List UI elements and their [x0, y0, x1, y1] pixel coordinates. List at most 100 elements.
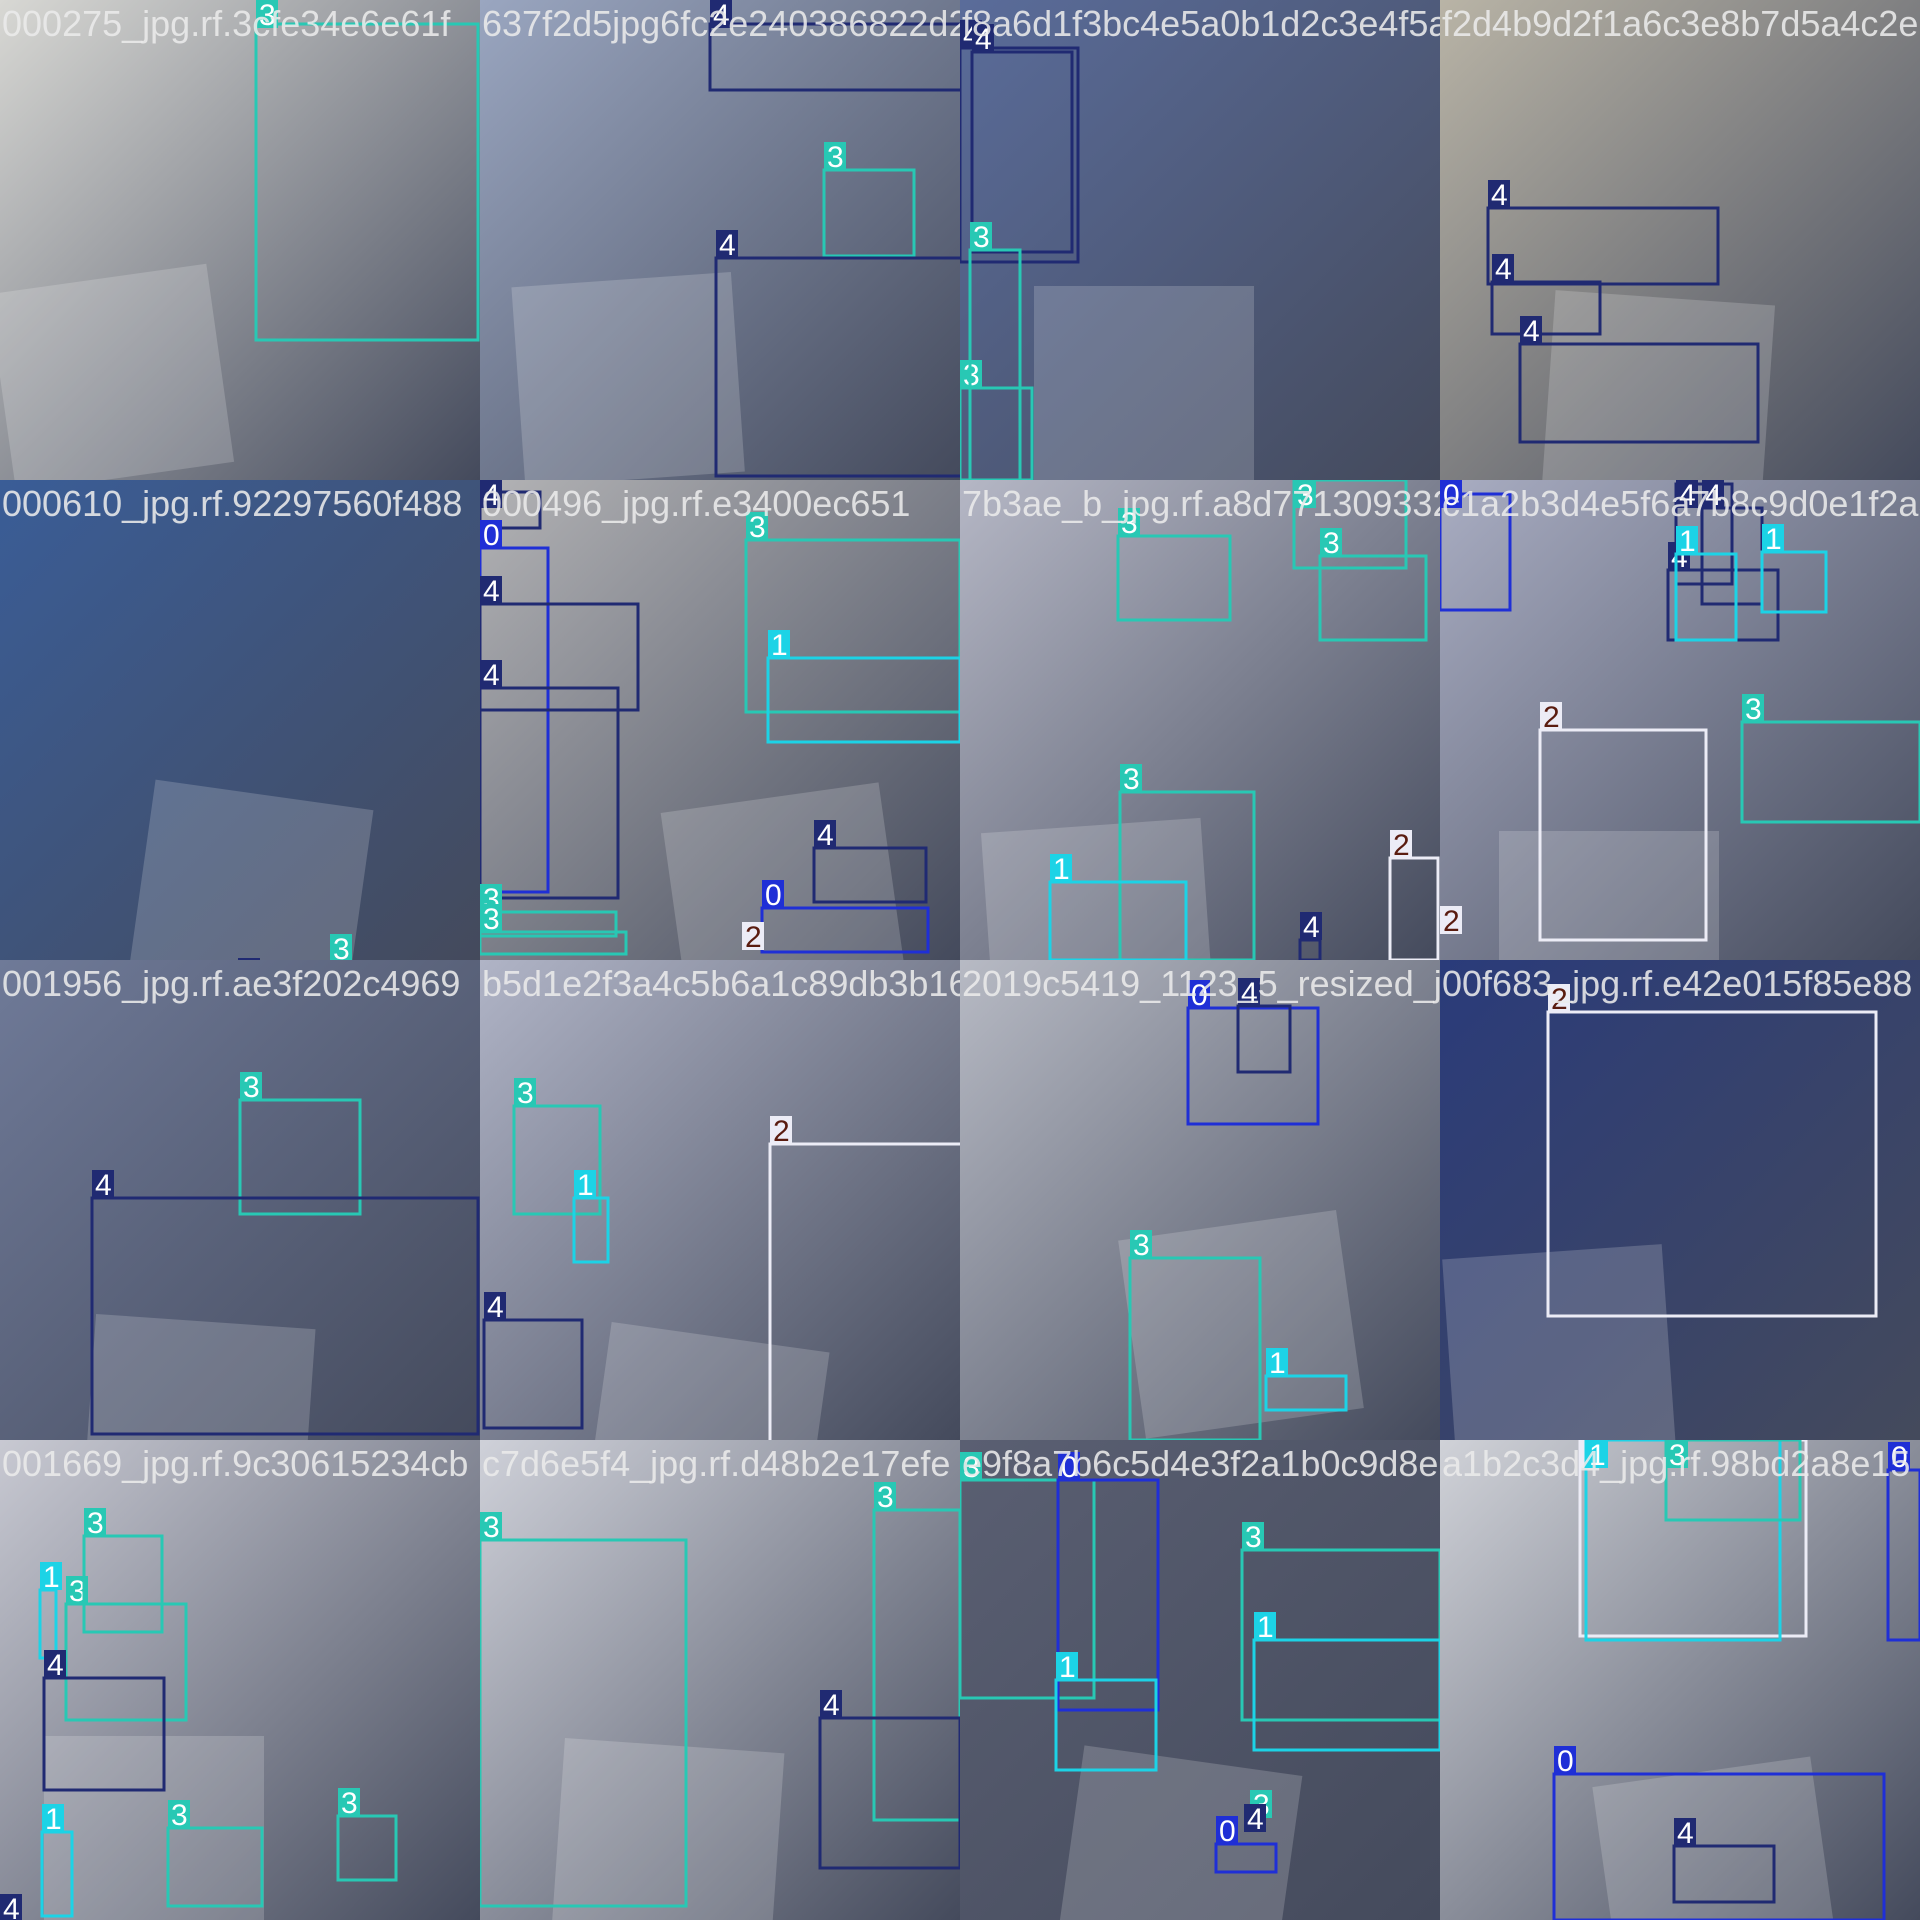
tile-annotations: 213004	[1440, 1440, 1920, 1920]
bounding-box	[480, 1538, 688, 1908]
class-label: 3	[87, 1507, 104, 1540]
detection-box-class-2: 2	[742, 921, 764, 954]
photo-panel	[127, 779, 374, 960]
detection-box-class-4: 4	[1518, 315, 1760, 444]
class-label-background	[44, 1650, 66, 1678]
bounding-box	[1054, 1678, 1158, 1772]
class-label: 4	[483, 575, 500, 608]
class-label: 4	[483, 480, 500, 512]
bounding-box	[166, 1826, 264, 1908]
class-label-background	[1294, 480, 1316, 508]
class-label-background	[1666, 1440, 1688, 1468]
class-label-background	[1390, 830, 1412, 858]
bounding-box	[480, 686, 620, 900]
bounding-box	[872, 1508, 960, 1822]
detection-box-class-1: 1	[1048, 853, 1188, 960]
class-label: 2	[773, 1115, 790, 1148]
class-label: 2	[1551, 983, 1568, 1016]
detection-box-class-2: 2	[1388, 829, 1440, 960]
detection-box-class-4: 4	[818, 1689, 960, 1870]
bounding-box	[968, 248, 1022, 480]
photo-background	[960, 1440, 1440, 1920]
detection-box-class-4: 4	[1672, 1817, 1776, 1904]
class-label: 0	[1061, 1451, 1078, 1484]
class-label: 1	[1269, 1347, 1286, 1380]
class-label: 3	[69, 1575, 86, 1608]
detection-box-class-3: 3	[1118, 763, 1256, 960]
bounding-box	[482, 1318, 584, 1430]
detection-box-class-4: 4	[480, 659, 620, 900]
photo-panel	[1442, 1244, 1676, 1440]
class-label-background	[768, 630, 790, 658]
detection-box-class-3: 3	[872, 1481, 960, 1822]
class-label: 4	[975, 23, 992, 56]
class-label: 3	[333, 933, 350, 960]
class-label-background	[1676, 526, 1698, 554]
class-label: 4	[719, 229, 736, 262]
photo-panel	[1541, 290, 1776, 480]
mosaic-tile: 044411232c1a2b3d4e5f6a7b8c9d0e1f2a3b4c5	[1440, 480, 1920, 960]
class-label: 0	[765, 879, 782, 912]
detection-box-class-4: 4	[42, 1649, 166, 1792]
tile-annotations: 3	[0, 0, 480, 480]
mosaic-tile: 30131304e9f8a7b6c5d4e3f2a1b0c9d8e7	[960, 1440, 1440, 1920]
bounding-box	[1740, 720, 1920, 824]
bounding-box	[1388, 856, 1440, 960]
bounding-box	[1552, 1772, 1886, 1920]
class-label: 3	[171, 1799, 188, 1832]
detection-box-class-3: 3	[1292, 480, 1408, 570]
class-label: 3	[827, 141, 844, 174]
class-label: 0	[1557, 1745, 1574, 1778]
detection-box-class-4: 4	[1298, 911, 1322, 960]
class-label-background	[0, 1894, 22, 1920]
mosaic-tile: 4343f8a6d1f3bc4e5a0b1d2c3e4f5a6b7c8	[960, 0, 1440, 480]
class-label-background	[1440, 906, 1462, 934]
bounding-box	[812, 846, 928, 904]
class-label: 3	[1121, 507, 1138, 540]
bounding-box	[970, 50, 1074, 254]
bounding-box	[480, 910, 618, 938]
tile-annotations: 30131304	[960, 1440, 1440, 1920]
class-label-background	[1888, 1442, 1910, 1470]
class-label-background	[574, 1170, 596, 1198]
bounding-box	[1214, 1842, 1278, 1874]
class-label: 4	[241, 957, 258, 960]
mosaic-tile: 3 000275_jpg.rf.3cfe34e6e61f	[0, 0, 480, 480]
detection-box-class-4: 4	[714, 229, 960, 478]
mosaic-tile: 2 00f683_jpg.rf.e42e015f85e88	[1440, 960, 1920, 1440]
detection-box-class-1: 1	[1674, 525, 1738, 642]
tile-annotations: 2	[1440, 960, 1920, 1440]
mosaic-tile: 444f2d4b9d2f1a6c3e8b7d5a4c2e1f0b9	[1440, 0, 1920, 480]
bounding-box	[1518, 342, 1760, 444]
detection-box-class-3: 3	[330, 933, 352, 960]
detection-box-class-2: 2	[768, 1115, 960, 1440]
detection-box-class-3: 3	[1128, 1229, 1262, 1440]
bounding-box	[480, 490, 542, 530]
class-label-background	[1674, 1818, 1696, 1846]
class-label-background	[1702, 480, 1724, 508]
detection-box-class-1: 1	[1054, 1651, 1158, 1772]
class-label: 0	[483, 519, 500, 552]
class-label: 1	[1679, 525, 1696, 558]
detection-box-class-0: 0	[1886, 1441, 1920, 1642]
class-label-background	[762, 880, 784, 908]
tile-annotations: 0 4 441 12 32	[1440, 480, 1920, 960]
class-label: 3	[1669, 1440, 1686, 1472]
detection-box-class-1: 1	[1252, 1611, 1440, 1752]
class-label: 0	[1191, 979, 1208, 1012]
bounding-box	[480, 546, 550, 894]
detection-box-class-1: 1	[1264, 1347, 1348, 1412]
class-label-background	[746, 512, 768, 540]
class-label: 3	[259, 0, 276, 32]
detection-box-class-3: 3	[512, 1077, 602, 1216]
mosaic-tile: 3 3 1 4 3 1 3 4 001669_jpg.rf.9c30615234cb	[0, 1440, 480, 1920]
photo-panel	[1592, 1756, 1839, 1920]
photo-background	[480, 960, 960, 1440]
bounding-box	[1236, 1004, 1292, 1074]
bounding-box	[1118, 790, 1256, 960]
class-label-background	[1492, 254, 1514, 282]
detection-box-class-3: 3	[822, 141, 916, 258]
bounding-box	[90, 1196, 480, 1436]
bounding-box	[238, 1098, 362, 1216]
